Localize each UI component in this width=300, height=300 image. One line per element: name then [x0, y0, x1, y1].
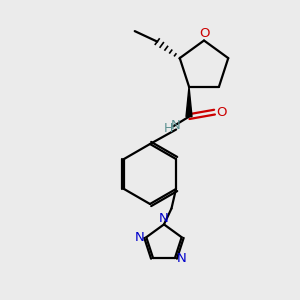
Text: N: N: [135, 231, 145, 244]
Text: O: O: [199, 27, 209, 40]
Polygon shape: [186, 87, 192, 117]
Text: H: H: [163, 122, 173, 135]
Text: N: N: [177, 251, 186, 265]
Text: O: O: [216, 106, 226, 118]
Text: N: N: [171, 118, 181, 131]
Text: N: N: [159, 212, 169, 226]
